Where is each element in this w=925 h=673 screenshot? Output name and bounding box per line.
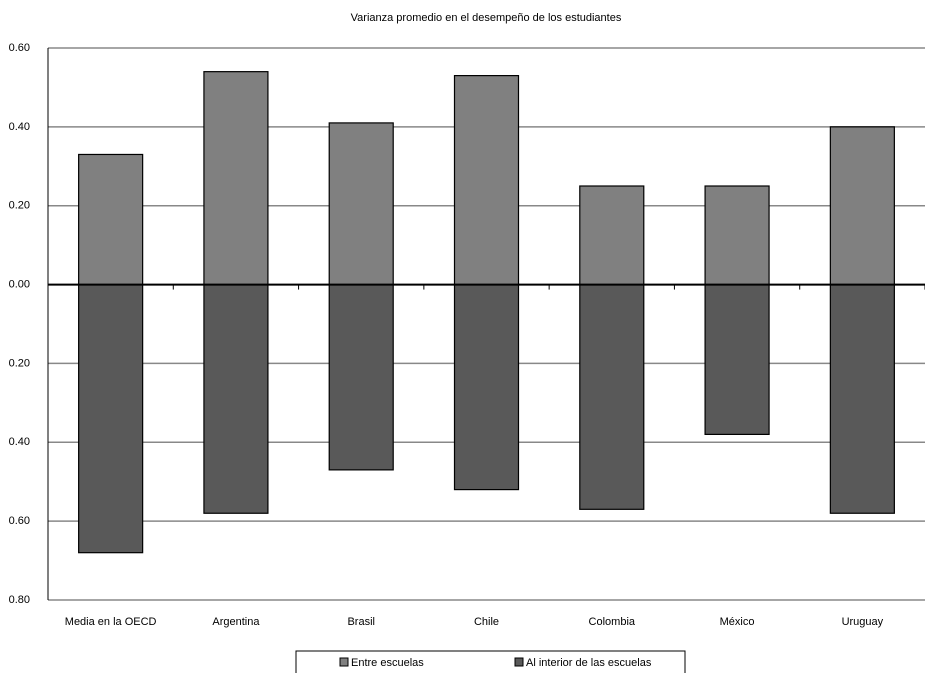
y-tick-label: 0.60	[9, 515, 30, 527]
bar	[453, 74, 520, 286]
y-tick-label: 0.00	[9, 278, 30, 290]
x-tick-label: México	[720, 616, 755, 628]
legend-label: Al interior de las escuelas	[526, 657, 652, 669]
x-tick-label: Colombia	[589, 616, 636, 628]
bar	[829, 283, 895, 514]
x-tick-label: Chile	[474, 616, 499, 628]
bar	[78, 153, 144, 286]
bar	[78, 283, 144, 554]
bar	[704, 283, 770, 436]
x-tick-label: Argentina	[212, 616, 260, 628]
y-tick-label: 0.20	[9, 357, 30, 369]
bar	[328, 122, 394, 286]
legend-swatch	[339, 657, 349, 667]
legend-label: Entre escuelas	[351, 657, 424, 669]
bar	[453, 283, 520, 491]
bar	[579, 283, 645, 510]
y-tick-label: 0.20	[9, 200, 30, 212]
legend-box	[295, 650, 686, 673]
bar	[203, 71, 269, 286]
chart-title: Varianza promedio en el desempeño de los…	[351, 12, 622, 24]
y-tick-label: 0.80	[9, 594, 30, 606]
y-tick-label: 0.40	[9, 436, 30, 448]
x-tick-label: Media en la OECD	[65, 616, 157, 628]
bar	[704, 185, 770, 286]
bar	[829, 126, 895, 286]
y-tick-label: 0.40	[9, 121, 30, 133]
x-tick-label: Brasil	[347, 616, 375, 628]
bar	[579, 185, 645, 286]
legend-swatch	[514, 657, 524, 667]
bar	[203, 283, 269, 514]
y-tick-label: 0.60	[9, 42, 30, 54]
x-tick-label: Uruguay	[842, 616, 884, 628]
bar	[328, 283, 394, 471]
